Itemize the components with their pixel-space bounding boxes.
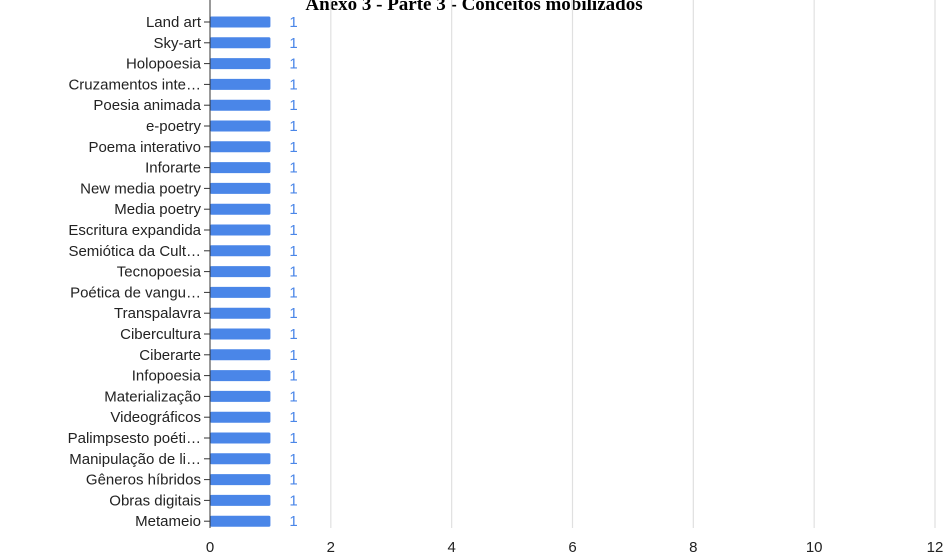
bar bbox=[210, 411, 271, 423]
data-labels: 1 1 1 1 1 1 1 1 1 1 1 1 1 1 1 1 1 1 1 1 1 1 1 1 1 bbox=[289, 14, 297, 530]
x-tick-label: 4 bbox=[447, 539, 455, 556]
category-label: Land art bbox=[146, 14, 202, 31]
category-label: Videográficos bbox=[110, 409, 201, 426]
x-tick-label: 12 bbox=[927, 539, 944, 556]
bar bbox=[210, 182, 271, 194]
y-axis bbox=[204, 0, 211, 528]
category-label: Palimpsesto poéti… bbox=[68, 430, 201, 447]
data-label: 1 bbox=[289, 388, 297, 405]
bar bbox=[210, 99, 271, 111]
x-axis-tick-labels: 0 2 4 6 8 10 12 bbox=[206, 539, 944, 556]
category-label: Materialização bbox=[104, 388, 201, 405]
x-tick-label: 2 bbox=[327, 539, 335, 556]
category-label: e-poetry bbox=[146, 118, 202, 135]
bar bbox=[210, 370, 271, 382]
data-label: 1 bbox=[289, 409, 297, 426]
category-label: Poesia animada bbox=[93, 97, 201, 114]
bar bbox=[210, 162, 271, 174]
data-label: 1 bbox=[289, 160, 297, 177]
bar bbox=[210, 245, 271, 257]
category-label: Obras digitais bbox=[109, 492, 201, 509]
data-label: 1 bbox=[289, 368, 297, 385]
category-label: Escritura expandida bbox=[68, 222, 201, 239]
data-label: 1 bbox=[289, 347, 297, 364]
bar bbox=[210, 286, 271, 298]
data-label: 1 bbox=[289, 284, 297, 301]
category-label: Semiótica da Cult… bbox=[68, 243, 201, 260]
category-label: Gêneros híbridos bbox=[86, 472, 201, 489]
data-label: 1 bbox=[289, 56, 297, 73]
category-label: Cruzamentos inte… bbox=[68, 76, 201, 93]
bar bbox=[210, 141, 271, 153]
x-tick-label: 8 bbox=[689, 539, 697, 556]
bar bbox=[210, 453, 271, 465]
category-label: Ciberarte bbox=[139, 347, 201, 364]
data-label: 1 bbox=[289, 430, 297, 447]
bar bbox=[210, 307, 271, 319]
data-label: 1 bbox=[289, 139, 297, 156]
bar bbox=[210, 266, 271, 278]
bar bbox=[210, 390, 271, 402]
bars bbox=[210, 16, 271, 527]
bar bbox=[210, 37, 271, 49]
category-labels: Land art Sky-art Holopoesia Cruzamentos int… bbox=[68, 14, 202, 530]
data-label: 1 bbox=[289, 513, 297, 530]
bar bbox=[210, 432, 271, 444]
category-label: Transpalavra bbox=[114, 305, 202, 322]
bar bbox=[210, 349, 271, 361]
data-label: 1 bbox=[289, 305, 297, 322]
category-label: Cibercultura bbox=[120, 326, 202, 343]
x-tick-label: 0 bbox=[206, 539, 214, 556]
bar bbox=[210, 474, 271, 486]
category-label: Manipulação de li… bbox=[69, 451, 201, 468]
x-tick-label: 10 bbox=[806, 539, 823, 556]
data-label: 1 bbox=[289, 35, 297, 52]
bar bbox=[210, 16, 271, 28]
category-label: New media poetry bbox=[80, 180, 201, 197]
bar bbox=[210, 58, 271, 70]
category-label: Holopoesia bbox=[126, 56, 202, 73]
category-label: Media poetry bbox=[114, 201, 201, 218]
category-label: Tecnopoesia bbox=[117, 264, 202, 281]
data-label: 1 bbox=[289, 201, 297, 218]
data-label: 1 bbox=[289, 492, 297, 509]
bar bbox=[210, 328, 271, 340]
category-label: Sky-art bbox=[153, 35, 201, 52]
bar bbox=[210, 120, 271, 132]
bar bbox=[210, 78, 271, 90]
category-label: Infopoesia bbox=[132, 368, 202, 385]
data-label: 1 bbox=[289, 76, 297, 93]
bar bbox=[210, 224, 271, 236]
category-label: Poética de vangu… bbox=[70, 284, 201, 301]
data-label: 1 bbox=[289, 14, 297, 31]
bar bbox=[210, 515, 271, 527]
data-label: 1 bbox=[289, 97, 297, 114]
category-label: Poema interativo bbox=[88, 139, 201, 156]
grid-lines bbox=[330, 0, 936, 528]
data-label: 1 bbox=[289, 180, 297, 197]
data-label: 1 bbox=[289, 472, 297, 489]
data-label: 1 bbox=[289, 451, 297, 468]
bar bbox=[210, 494, 271, 506]
data-label: 1 bbox=[289, 326, 297, 343]
data-label: 1 bbox=[289, 222, 297, 239]
chart-title: Anexo 3 - Parte 3 - Conceitos mobilizado… bbox=[305, 0, 643, 15]
data-label: 1 bbox=[289, 118, 297, 135]
category-label: Inforarte bbox=[145, 160, 201, 177]
data-label: 1 bbox=[289, 264, 297, 281]
category-label: Metameio bbox=[135, 513, 201, 530]
bar bbox=[210, 203, 271, 215]
data-label: 1 bbox=[289, 243, 297, 260]
x-tick-label: 6 bbox=[568, 539, 576, 556]
